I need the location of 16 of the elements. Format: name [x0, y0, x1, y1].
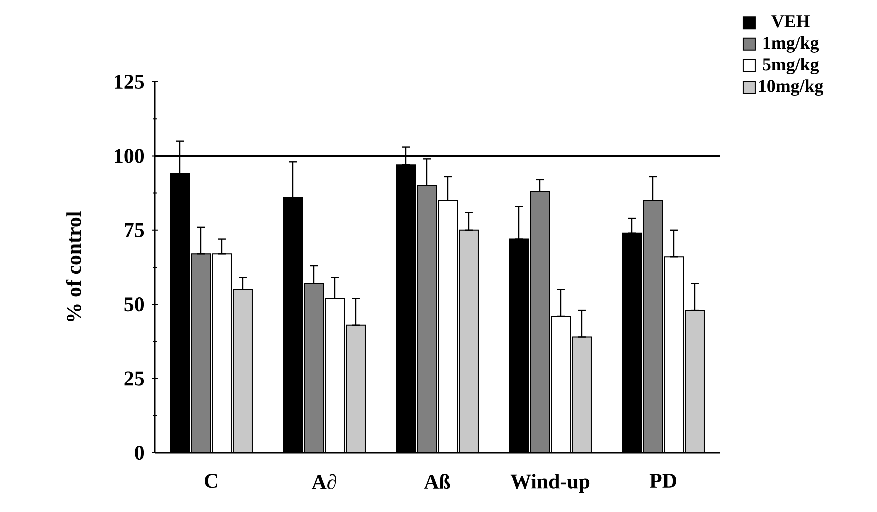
y-tick-label: 50 [124, 298, 144, 312]
y-tick-label: 125 [115, 74, 144, 90]
legend-label: 1mg/kg [764, 36, 820, 53]
legend-label: 10mg/kg [759, 80, 824, 96]
x-tick-label: Wind-up [510, 474, 590, 494]
x-tick-label: Aß [424, 474, 450, 490]
x-tick-label: C [204, 474, 218, 488]
y-axis-title: % of control [66, 212, 82, 322]
legend-label: 5mg/kg [763, 58, 820, 74]
y-tick-label: 100 [115, 149, 144, 164]
x-tick-label: PD [650, 474, 676, 488]
y-tick-label: 25 [124, 372, 144, 386]
x-tick-label: A∂ [312, 474, 336, 490]
y-tick-label: 0 [135, 446, 144, 460]
legend-label: VEH [772, 16, 810, 28]
y-tick-label: 75 [125, 223, 144, 238]
